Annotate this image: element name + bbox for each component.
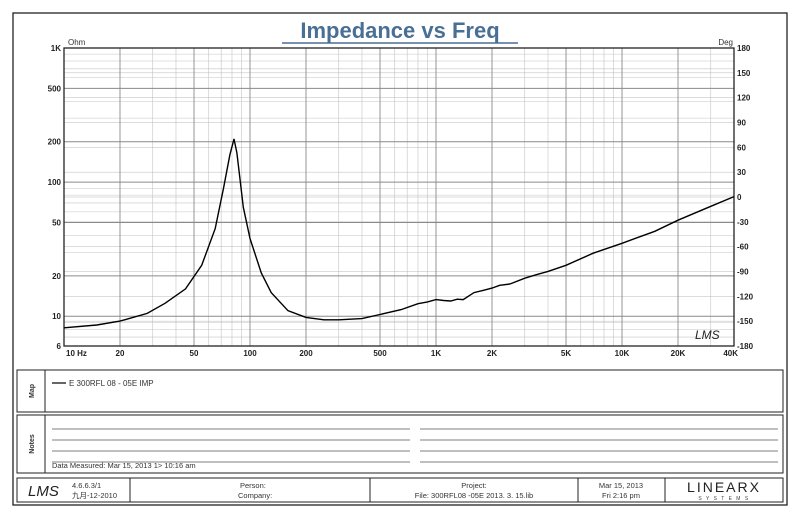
y2-tick-label: -120 <box>737 292 754 301</box>
series-line-impedance <box>63 138 735 329</box>
x-tick-label: 20K <box>671 349 686 358</box>
footer-section <box>16 477 784 503</box>
x-tick-labels: 10 Hz 20 50 100 200 500 1K 2K 5K 10K 20K 40K <box>66 349 738 358</box>
company-label: Company: <box>238 491 272 500</box>
x-tick-label: 10K <box>615 349 630 358</box>
x-tick-label: 40K <box>723 349 738 358</box>
notes-section <box>16 414 784 474</box>
impedance-plot: 10 Hz 20 50 100 200 500 1K 2K 5K 10K 20K 40K 1K5002… <box>48 38 754 358</box>
project-file: File: 300RFL08 -05E 2013. 3. 15.lib <box>415 491 533 500</box>
legend-entry: E 300RFL 08 - 05E IMP <box>69 379 154 388</box>
y-tick-labels: 1K 500 200 100 50 20 10 6 <box>48 44 62 351</box>
y-tick-label: 10 <box>52 312 61 321</box>
lms-logo: LMS <box>28 483 59 500</box>
y2-tick-label: 150 <box>737 69 751 78</box>
y2-tick-label: 60 <box>737 143 746 152</box>
y-tick-label: 200 <box>48 138 62 147</box>
x-tick-label: 200 <box>299 349 313 358</box>
x-tick-label: 50 <box>190 349 199 358</box>
y2-tick-label: -150 <box>737 317 754 326</box>
y2-unit-label: Deg <box>718 38 733 47</box>
y2-tick-label: 120 <box>737 94 751 103</box>
notes-ruled-lines <box>52 428 778 463</box>
notes-label: Notes <box>29 434 36 454</box>
y-tick-label: 500 <box>48 84 62 93</box>
x-tick-label: 20 <box>116 349 125 358</box>
x-tick-label: 500 <box>373 349 387 358</box>
y-tick-label: 20 <box>52 272 61 281</box>
y-tick-label: 100 <box>48 178 62 187</box>
x-tick-label: 2K <box>487 349 497 358</box>
y2-tick-label: 30 <box>737 168 746 177</box>
y2-tick-label: 90 <box>737 119 746 128</box>
lms-watermark: LMS <box>695 328 720 342</box>
y-tick-label: 6 <box>57 342 62 351</box>
y-tick-label: 50 <box>52 218 61 227</box>
y2-tick-labels: 180 150 120 90 60 30 0 -30 -60 -90 -120 -150 -180 <box>737 44 754 351</box>
y2-tick-label: 0 <box>737 193 742 202</box>
y2-tick-label: -180 <box>737 342 754 351</box>
x-tick-label: 5K <box>561 349 571 358</box>
linearx-logo: LINEARX <box>687 479 761 495</box>
footer-date: Mar 15, 2013 <box>599 481 643 490</box>
major-grid <box>63 48 734 346</box>
linearx-logo-sub: S Y S T E M S <box>698 496 749 502</box>
chart-title: Impedance vs Freq <box>300 18 499 43</box>
x-tick-label: 100 <box>243 349 257 358</box>
footer-time: Fri 2:16 pm <box>602 491 640 500</box>
person-label: Person: <box>240 481 266 490</box>
map-section <box>16 369 784 413</box>
notes-data-measured: Data Measured: Mar 15, 2013 1> 10:16 am <box>52 461 196 470</box>
project-label: Project: <box>461 481 486 490</box>
y-unit-label: Ohm <box>68 38 86 47</box>
version-text: 4.6.6.3/1 <box>72 481 101 490</box>
y2-tick-label: 180 <box>737 44 751 53</box>
version-date: 九月-12-2010 <box>72 491 117 500</box>
y2-tick-label: -30 <box>737 218 749 227</box>
y-tick-label: 1K <box>51 44 61 53</box>
x-tick-label: 1K <box>431 349 441 358</box>
map-label: Map <box>29 384 36 398</box>
y2-tick-label: -90 <box>737 268 749 277</box>
y2-tick-label: -60 <box>737 243 749 252</box>
x-tick-label: 10 Hz <box>66 349 87 358</box>
